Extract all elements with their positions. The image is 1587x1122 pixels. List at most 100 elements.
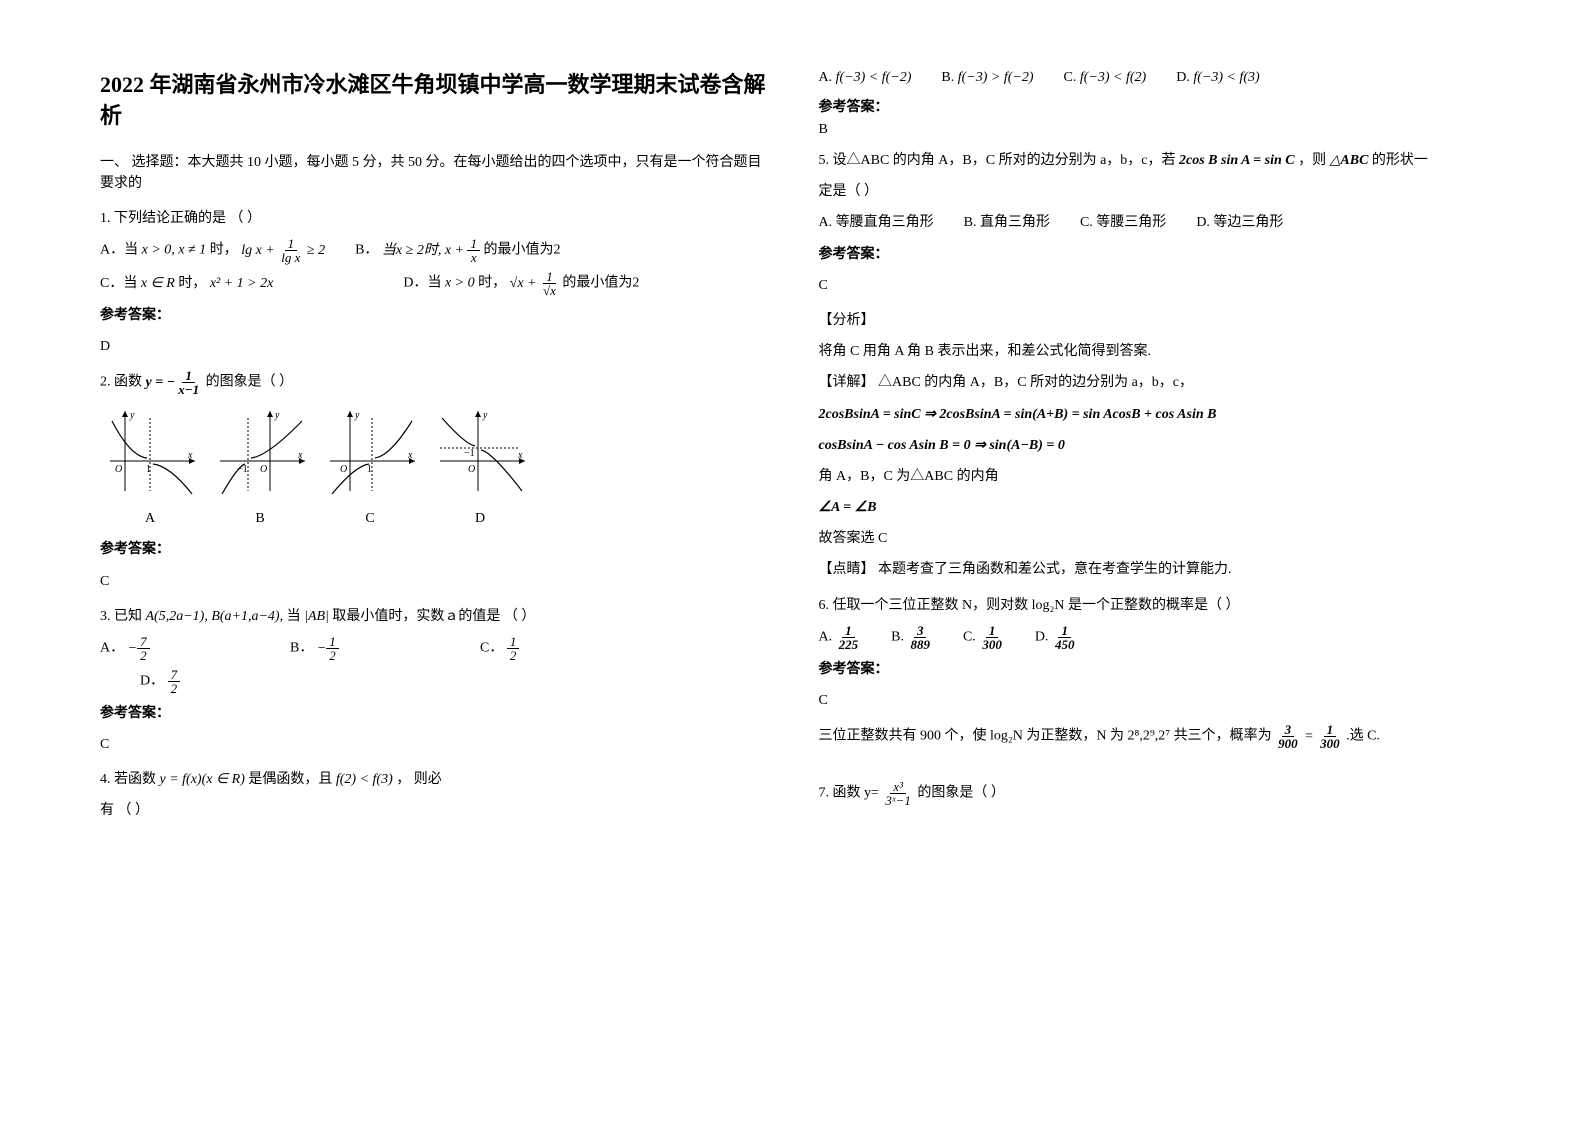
q5-options: A. 等腰直角三角形 B. 直角三角形 C. 等腰三角形 D. 等边三角形 [819,210,1488,235]
q6-optB: B. 3889 [891,624,933,651]
q4-answer: B [819,122,1488,138]
q1-optC: C．当 x ∈ R 时， x² + 1 > 2x [100,271,273,296]
q3-answer-label: 参考答案： [100,701,769,726]
q1-row2: C．当 x ∈ R 时， x² + 1 > 2x D．当 x > 0 时， √x… [100,270,769,297]
q6-optA-val: 1225 [836,630,862,645]
q2-answer: C [100,569,769,594]
svg-text:−1: −1 [464,448,475,459]
svg-text:O: O [260,464,267,475]
q4-line2: 有 （ ） [100,798,769,823]
svg-text:O: O [340,464,347,475]
q4-cond: f(2) < f(3) [336,772,393,787]
q6-answer-label: 参考答案： [819,657,1488,682]
q5-text: 5. 设△ABC 的内角 A，B，C 所对的边分别为 a，b，c，若 2cos … [819,148,1488,173]
q3-optC-label: C． [480,641,503,656]
q4-optD: D. f(−3) < f(3) [1176,70,1259,86]
q1-answer: D [100,334,769,359]
q1-optC-expr: x² + 1 > 2x [210,276,274,291]
q6-optD: D. 1450 [1035,624,1078,651]
q1-text: 1. 下列结论正确的是 （ ） [100,206,769,231]
q5-suffix: ，则 [1298,153,1326,168]
q6-optB-val: 3889 [907,630,933,645]
right-column: A. f(−3) < f(−2) B. f(−3) > f(−2) C. f(−… [819,70,1488,1052]
q3-optB-val: −12 [317,641,339,656]
q5-optC: C. 等腰三角形 [1080,210,1166,235]
q3-optD-val: 72 [168,674,181,689]
q1-optA-prefix: A．当 [100,243,138,258]
q4-optA-label: A. [819,70,833,85]
q1-optC-mid: 时， [178,276,206,291]
q5-analysis1: 将角 C 用角 A 角 B 表示出来，和差公式化简得到答案. [819,339,1488,364]
q2-graphs: O 1 x y −1 O x [100,406,769,496]
svg-text:y: y [274,410,280,421]
q6-answer: C [819,688,1488,713]
svg-text:y: y [354,410,360,421]
q7-suffix: 的图象是（ ） [917,786,1005,801]
q5-end: 的形状一 [1372,153,1428,168]
q6-explain-suffix: .选 C. [1346,729,1380,744]
question-1: 1. 下列结论正确的是 （ ） A．当 x > 0, x ≠ 1 时， lg x… [100,206,769,360]
q1-optD: D．当 x > 0 时， √x + 1√x 的最小值为2 [403,270,639,297]
q5-comment-text: 本题考查了三角函数和差公式，意在考查学生的计算能力. [878,562,1232,577]
q5-formula1: 2cosBsinA = sinC ⇒ 2cosBsinA = sin(A+B) … [819,402,1488,427]
q4-optA-expr: f(−3) < f(−2) [836,70,912,85]
q2-label-d: D [430,506,530,531]
q3-optC: C． 12 [480,635,519,662]
q5-optD: D. 等边三角形 [1196,210,1283,235]
q4-optC-expr: f(−3) < f(2) [1080,70,1146,85]
q5-detail: 【详解】 △ABC 的内角 A，B，C 所对的边分别为 a，b，c， [819,370,1488,395]
q6-options: A. 1225 B. 3889 C. 1300 D. 1450 [819,624,1488,651]
svg-text:−1: −1 [237,464,248,475]
q7-text: 7. 函数 y= x³3ˣ−1 的图象是（ ） [819,780,1488,807]
q6-optD-val: 1450 [1052,630,1078,645]
q6-optC-val: 1300 [979,630,1005,645]
q1-optD-mid: 时， [478,276,506,291]
question-3: 3. 已知 A(5,2a−1), B(a+1,a−4), 当 |AB| 取最小值… [100,604,769,758]
q6-optB-label: B. [891,630,904,645]
q1-optD-expr: √x + 1√x [510,276,559,291]
q6-optD-label: D. [1035,630,1049,645]
q2-graph-c: O 1 x y [320,406,420,496]
q5-tri: △ABC [1330,153,1369,168]
q1-optB-prefix: B． [355,243,378,258]
svg-text:O: O [115,464,122,475]
q5-comment: 【点睛】 本题考查了三角函数和差公式，意在考查学生的计算能力. [819,557,1488,582]
q1-optD-suffix: 的最小值为2 [562,276,639,291]
q1-optB: B． 当x ≥ 2时, x + 1x 的最小值为2 [355,237,560,264]
q1-row1: A．当 x > 0, x ≠ 1 时， lg x + 1lg x ≥ 2 B． … [100,237,769,264]
q2-suffix: 的图象是（ ） [206,375,294,390]
q2-answer-label: 参考答案： [100,537,769,562]
svg-text:x: x [407,450,413,461]
q3-optA-label: A． [100,641,124,656]
q2-func: y = −1x−1 [146,375,203,390]
q3-options2: D． 72 [100,668,769,695]
section-1-header: 一、 选择题：本大题共 10 小题，每小题 5 分，共 50 分。在每小题给出的… [100,152,769,194]
q4-optB-expr: f(−3) > f(−2) [958,70,1034,85]
svg-text:x: x [517,450,523,461]
q4-options: A. f(−3) < f(−2) B. f(−3) > f(−2) C. f(−… [819,70,1488,86]
exam-title: 2022 年湖南省永州市冷水滩区牛角坝镇中学高一数学理期末试卷含解析 [100,70,769,132]
q2-label-c: C [320,506,420,531]
q5-detail1: △ABC 的内角 A，B，C 所对的边分别为 a，b，c， [878,375,1193,390]
q1-optC-cond: x ∈ R [141,276,175,291]
q6-text: 6. 任取一个三位正整数 N，则对数 log₂N 是一个正整数的概率是（ ） [819,593,1488,618]
q5-answer: C [819,273,1488,298]
q1-optA-expr: lg x + 1lg x ≥ 2 [241,243,325,258]
q2-label-b: B [210,506,310,531]
q3-optB-label: B． [290,641,313,656]
q2-label-a: A [100,506,200,531]
q5-cond: 2cos B sin A = sin C [1179,153,1295,168]
svg-text:x: x [297,450,303,461]
q6-optC: C. 1300 [963,624,1005,651]
q1-optA: A．当 x > 0, x ≠ 1 时， lg x + 1lg x ≥ 2 [100,237,325,264]
q2-text: 2. 函数 y = −1x−1 的图象是（ ） [100,369,769,396]
q6-optA: A. 1225 [819,624,862,651]
q4-func: y = f(x)(x ∈ R) [160,772,245,787]
q5-optB: B. 直角三角形 [964,210,1050,235]
q3-optC-val: 12 [507,641,520,656]
question-2: 2. 函数 y = −1x−1 的图象是（ ） O 1 x [100,369,769,594]
q5-optA: A. 等腰直角三角形 [819,210,934,235]
q5-prefix: 5. 设△ABC 的内角 A，B，C 所对的边分别为 a，b，c，若 [819,153,1176,168]
question-4: 4. 若函数 y = f(x)(x ∈ R) 是偶函数，且 f(2) < f(3… [100,767,769,823]
q6-explain: 三位正整数共有 900 个，使 log₂N 为正整数，N 为 2⁸,2⁹,2⁷ … [819,723,1488,750]
